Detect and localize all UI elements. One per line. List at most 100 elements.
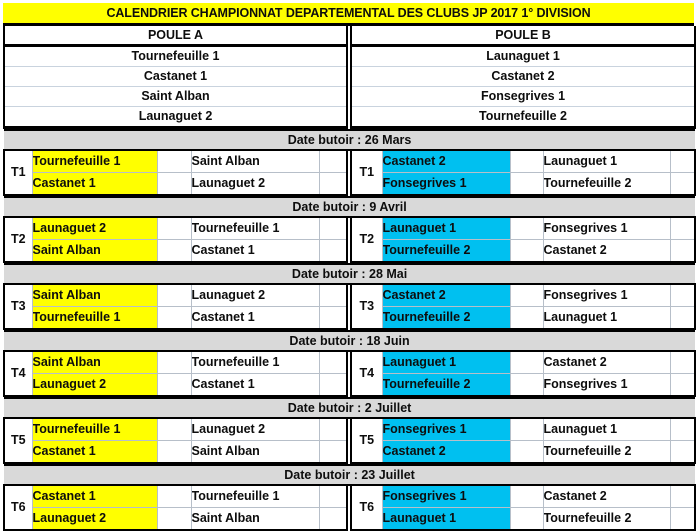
- match-away-score-poule-a[interactable]: [319, 350, 348, 374]
- match-away-score-poule-b[interactable]: [670, 306, 697, 330]
- match-away-team-poule-b[interactable]: Launaguet 1: [543, 306, 671, 330]
- round-label-poule-a: T1: [3, 149, 33, 196]
- match-away-score-poule-b[interactable]: [670, 149, 697, 173]
- match-row: Tournefeuille 1 Castanet 1 Tournefeuille 2…: [4, 306, 697, 330]
- match-away-team-poule-b[interactable]: Fonsegrives 1: [543, 373, 671, 397]
- match-home-score-poule-b[interactable]: [510, 306, 544, 330]
- match-home-score-poule-b[interactable]: [510, 484, 544, 508]
- match-home-score-poule-a[interactable]: [157, 440, 192, 464]
- match-home-score-poule-b[interactable]: [510, 507, 544, 531]
- match-home-score-poule-a[interactable]: [157, 484, 192, 508]
- match-away-score-poule-b[interactable]: [670, 350, 697, 374]
- match-away-team-poule-b[interactable]: Fonsegrives 1: [543, 216, 671, 240]
- match-home-team-poule-b[interactable]: Tournefeuille 2: [382, 239, 511, 263]
- match-away-score-poule-a[interactable]: [319, 417, 348, 441]
- match-home-score-poule-a[interactable]: [157, 149, 192, 173]
- match-home-score-poule-a[interactable]: [157, 239, 192, 263]
- match-away-team-poule-a[interactable]: Saint Alban: [191, 440, 320, 464]
- match-away-team-poule-a[interactable]: Saint Alban: [191, 507, 320, 531]
- match-away-team-poule-b[interactable]: Castanet 2: [543, 239, 671, 263]
- match-home-score-poule-b[interactable]: [510, 350, 544, 374]
- match-away-score-poule-a[interactable]: [319, 216, 348, 240]
- match-home-team-poule-a[interactable]: Saint Alban: [32, 350, 158, 374]
- match-away-team-poule-a[interactable]: Castanet 1: [191, 373, 320, 397]
- match-home-score-poule-a[interactable]: [157, 373, 192, 397]
- match-away-score-poule-a[interactable]: [319, 172, 348, 196]
- match-home-team-poule-b[interactable]: Castanet 2: [382, 149, 511, 173]
- match-away-score-poule-b[interactable]: [670, 484, 697, 508]
- match-home-team-poule-b[interactable]: Castanet 2: [382, 440, 511, 464]
- match-home-score-poule-b[interactable]: [510, 440, 544, 464]
- match-home-team-poule-a[interactable]: Tournefeuille 1: [32, 417, 158, 441]
- match-home-team-poule-b[interactable]: Launaguet 1: [382, 216, 511, 240]
- match-home-score-poule-a[interactable]: [157, 507, 192, 531]
- match-home-team-poule-b[interactable]: Launaguet 1: [382, 350, 511, 374]
- match-away-score-poule-b[interactable]: [670, 239, 697, 263]
- match-home-score-poule-a[interactable]: [157, 172, 192, 196]
- match-home-team-poule-a[interactable]: Castanet 1: [32, 172, 158, 196]
- match-away-score-poule-a[interactable]: [319, 283, 348, 307]
- match-away-team-poule-a[interactable]: Saint Alban: [191, 149, 320, 173]
- match-away-score-poule-a[interactable]: [319, 484, 348, 508]
- match-away-score-poule-a[interactable]: [319, 507, 348, 531]
- match-away-team-poule-a[interactable]: Launaguet 2: [191, 417, 320, 441]
- match-home-team-poule-b[interactable]: Fonsegrives 1: [382, 484, 511, 508]
- match-home-score-poule-a[interactable]: [157, 283, 192, 307]
- match-home-score-poule-b[interactable]: [510, 239, 544, 263]
- match-away-team-poule-a[interactable]: Tournefeuille 1: [191, 216, 320, 240]
- match-away-score-poule-b[interactable]: [670, 507, 697, 531]
- match-away-score-poule-b[interactable]: [670, 172, 697, 196]
- match-away-score-poule-b[interactable]: [670, 440, 697, 464]
- match-away-score-poule-a[interactable]: [319, 239, 348, 263]
- match-away-team-poule-b[interactable]: Tournefeuille 2: [543, 507, 671, 531]
- match-away-score-poule-b[interactable]: [670, 216, 697, 240]
- match-home-score-poule-a[interactable]: [157, 417, 192, 441]
- match-home-team-poule-a[interactable]: Tournefeuille 1: [32, 306, 158, 330]
- match-away-team-poule-b[interactable]: Fonsegrives 1: [543, 283, 671, 307]
- match-away-score-poule-b[interactable]: [670, 417, 697, 441]
- match-away-team-poule-a[interactable]: Launaguet 2: [191, 172, 320, 196]
- match-home-score-poule-b[interactable]: [510, 172, 544, 196]
- match-home-score-poule-b[interactable]: [510, 417, 544, 441]
- match-home-score-poule-b[interactable]: [510, 283, 544, 307]
- match-away-score-poule-a[interactable]: [319, 306, 348, 330]
- match-home-score-poule-b[interactable]: [510, 149, 544, 173]
- match-home-team-poule-a[interactable]: Launaguet 2: [32, 373, 158, 397]
- match-home-score-poule-a[interactable]: [157, 216, 192, 240]
- match-away-score-poule-a[interactable]: [319, 440, 348, 464]
- match-home-team-poule-a[interactable]: Launaguet 2: [32, 216, 158, 240]
- match-home-team-poule-b[interactable]: Fonsegrives 1: [382, 417, 511, 441]
- match-away-team-poule-a[interactable]: Castanet 1: [191, 239, 320, 263]
- match-home-team-poule-a[interactable]: Saint Alban: [32, 239, 158, 263]
- match-away-team-poule-a[interactable]: Launaguet 2: [191, 283, 320, 307]
- match-home-score-poule-b[interactable]: [510, 216, 544, 240]
- match-home-score-poule-a[interactable]: [157, 306, 192, 330]
- match-away-team-poule-b[interactable]: Tournefeuille 2: [543, 440, 671, 464]
- match-away-team-poule-b[interactable]: Launaguet 1: [543, 417, 671, 441]
- match-home-team-poule-a[interactable]: Tournefeuille 1: [32, 149, 158, 173]
- match-away-team-poule-a[interactable]: Castanet 1: [191, 306, 320, 330]
- match-home-team-poule-b[interactable]: Tournefeuille 2: [382, 373, 511, 397]
- match-away-team-poule-a[interactable]: Tournefeuille 1: [191, 484, 320, 508]
- match-away-score-poule-a[interactable]: [319, 149, 348, 173]
- match-away-team-poule-b[interactable]: Castanet 2: [543, 484, 671, 508]
- match-home-team-poule-a[interactable]: Saint Alban: [32, 283, 158, 307]
- poule-a-team: Launaguet 2: [3, 106, 348, 129]
- match-home-team-poule-a[interactable]: Castanet 1: [32, 484, 158, 508]
- match-home-team-poule-a[interactable]: Launaguet 2: [32, 507, 158, 531]
- match-home-team-poule-a[interactable]: Castanet 1: [32, 440, 158, 464]
- poule-team-row: Castanet 1 Castanet 2: [3, 66, 696, 87]
- match-home-team-poule-b[interactable]: Castanet 2: [382, 283, 511, 307]
- match-home-team-poule-b[interactable]: Fonsegrives 1: [382, 172, 511, 196]
- match-home-score-poule-b[interactable]: [510, 373, 544, 397]
- match-home-score-poule-a[interactable]: [157, 350, 192, 374]
- match-away-score-poule-b[interactable]: [670, 283, 697, 307]
- match-away-team-poule-b[interactable]: Launaguet 1: [543, 149, 671, 173]
- match-home-team-poule-b[interactable]: Launaguet 1: [382, 507, 511, 531]
- match-away-team-poule-b[interactable]: Tournefeuille 2: [543, 172, 671, 196]
- match-away-score-poule-a[interactable]: [319, 373, 348, 397]
- match-home-team-poule-b[interactable]: Tournefeuille 2: [382, 306, 511, 330]
- match-away-team-poule-a[interactable]: Tournefeuille 1: [191, 350, 320, 374]
- match-away-team-poule-b[interactable]: Castanet 2: [543, 350, 671, 374]
- match-away-score-poule-b[interactable]: [670, 373, 697, 397]
